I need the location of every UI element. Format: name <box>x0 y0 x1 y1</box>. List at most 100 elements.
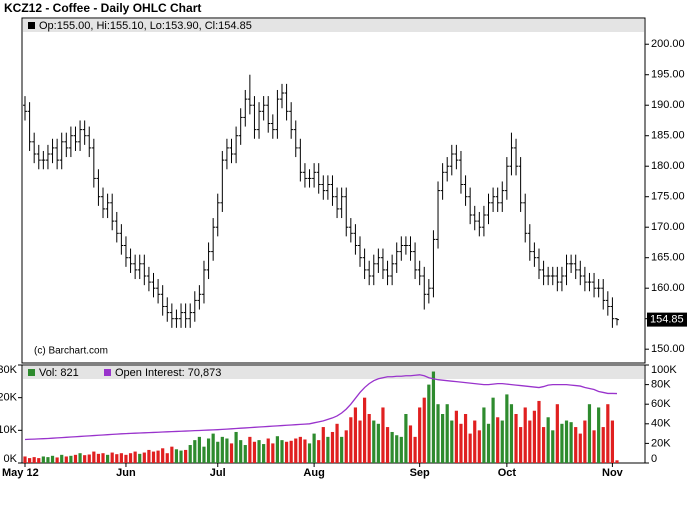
volume-bar <box>546 417 550 463</box>
volume-bar <box>514 414 518 463</box>
volume-bar <box>133 451 137 463</box>
volume-bar <box>587 404 592 463</box>
volume-bar <box>606 404 610 463</box>
volume-bar <box>229 443 234 463</box>
volume-bar <box>344 430 348 463</box>
volume-bar <box>289 440 293 463</box>
last-price-badge <box>647 312 687 327</box>
volume-bar <box>147 449 151 463</box>
volume-bar <box>454 410 458 463</box>
volume-bar <box>165 453 169 463</box>
volume-bar <box>408 425 413 463</box>
volume-bar <box>128 453 133 463</box>
volume-bar <box>459 423 463 463</box>
volume-bar <box>211 433 215 463</box>
volume-bar <box>275 436 280 463</box>
volume-bar <box>431 371 436 463</box>
volume-bar <box>555 404 559 463</box>
volume-bar <box>372 420 376 463</box>
volume-bar <box>509 404 514 463</box>
volume-bar <box>450 420 454 463</box>
volume-bar <box>73 454 78 463</box>
volume-bar <box>239 440 243 463</box>
volume-bar <box>463 414 468 463</box>
volume-bar <box>170 446 174 463</box>
volume-bar <box>64 456 68 463</box>
x-tick-label: Sep <box>410 467 430 479</box>
volume-bar <box>188 445 192 463</box>
volume-bar <box>326 436 330 463</box>
volume-bar <box>252 441 257 463</box>
volume-bar <box>184 449 188 463</box>
volume-bar <box>96 453 101 463</box>
volume-bar <box>482 407 486 463</box>
y-tick-label: 195.00 <box>651 69 685 81</box>
volume-bar <box>174 449 179 463</box>
volume-bar <box>92 451 96 463</box>
volume-bar <box>537 400 541 463</box>
volume-bar <box>115 454 119 463</box>
volume-bar <box>248 436 252 463</box>
legend-swatch <box>28 22 35 29</box>
volume-bar <box>46 457 50 463</box>
volume-bar <box>156 450 160 463</box>
volume-bar <box>519 427 523 463</box>
volume-bar <box>390 431 394 463</box>
legend-label: Vol: 821 <box>39 367 79 379</box>
volume-bar <box>284 441 289 463</box>
volume-bar <box>216 441 220 463</box>
volume-bar <box>486 423 491 463</box>
x-tick-label: Oct <box>498 467 517 479</box>
legend-label: Open Interest: 70,873 <box>115 367 221 379</box>
y2-tick-label: 100K <box>651 364 677 376</box>
volume-bar <box>491 397 495 463</box>
volume-bar <box>441 414 445 463</box>
volume-bar <box>330 431 335 463</box>
volume-bar <box>505 394 509 463</box>
volume-bar <box>23 456 27 463</box>
volume-bar <box>303 439 307 463</box>
volume-bar <box>445 404 449 463</box>
volume-bar <box>101 453 105 463</box>
x-tick-label: Nov <box>602 467 624 479</box>
volume-bar <box>422 397 426 463</box>
volume-bar <box>317 440 321 463</box>
volume-bar <box>564 420 569 463</box>
volume-bar <box>321 427 325 463</box>
volume-bar <box>583 420 587 463</box>
volume-bar <box>500 420 504 463</box>
volume-bar <box>574 427 578 463</box>
volume-bar <box>395 435 399 463</box>
legend-swatch <box>104 369 111 376</box>
y-tick-label: 10K <box>0 424 18 436</box>
y-tick-label: 170.00 <box>651 221 685 233</box>
y-tick-label: 175.00 <box>651 191 685 203</box>
last-price-label: 154.85 <box>650 314 684 326</box>
volume-bar <box>340 436 344 463</box>
volume-bar <box>353 407 358 463</box>
volume-bar <box>27 458 32 463</box>
volume-bar <box>496 417 500 463</box>
volume-bar <box>78 453 82 463</box>
volume-bar <box>307 443 312 463</box>
y2-tick-label: 0 <box>651 453 657 465</box>
volume-bar <box>399 436 403 463</box>
volume-bar <box>294 438 298 463</box>
y-tick-label: 185.00 <box>651 130 685 142</box>
watermark: (c) Barchart.com <box>34 346 108 357</box>
y-tick-label: 165.00 <box>651 252 685 264</box>
volume-bar <box>349 417 353 463</box>
volume-bar <box>266 438 270 463</box>
y-tick-label: 150.00 <box>651 343 685 355</box>
volume-bar <box>362 397 367 463</box>
volume-bar <box>610 420 615 463</box>
y-tick-label: 190.00 <box>651 99 685 111</box>
x-tick-label: Jul <box>210 467 226 479</box>
volume-bar <box>234 431 238 463</box>
volume-bar <box>193 440 197 463</box>
x-tick-label: May 12 <box>2 467 39 479</box>
legend-strip <box>23 19 644 32</box>
volume-bar <box>138 453 142 463</box>
volume-bar <box>473 420 477 463</box>
